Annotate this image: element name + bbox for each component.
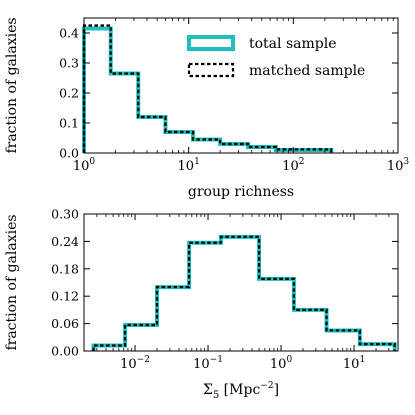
y-tick-label: 0.3 <box>59 56 79 71</box>
y-tick-label: 0.18 <box>51 261 79 276</box>
axes-frame <box>83 17 399 154</box>
y-tick-label: 0.00 <box>51 344 79 359</box>
x-axis-label: group richness <box>188 184 294 200</box>
y-tick-label: 0.06 <box>51 316 79 331</box>
x-tick-label: 101 <box>343 355 365 372</box>
legend-swatch-total <box>187 35 235 51</box>
y-tick-label: 0.24 <box>51 234 79 249</box>
x-axis-label: Σ5 [Mpc−2] <box>203 381 279 401</box>
x-tick-label: 100 <box>270 355 293 372</box>
x-tick-label: 103 <box>387 157 410 174</box>
y-tick-label: 0.1 <box>59 116 79 131</box>
x-tick-label: 101 <box>178 157 200 174</box>
series-matched-step-line <box>92 235 396 351</box>
axes-frame <box>83 213 399 352</box>
legend-label-matched: matched sample <box>249 63 365 79</box>
legend: total sample matched sample <box>187 35 365 79</box>
legend-swatch-matched <box>187 62 235 78</box>
series-matched-step-line <box>82 24 333 153</box>
series-total-step-line <box>91 234 397 351</box>
y-tick-label: 0.4 <box>59 26 79 41</box>
y-tick-label: 0.12 <box>51 289 79 304</box>
x-tick-label: 100 <box>73 157 96 174</box>
legend-label-total: total sample <box>249 36 337 52</box>
y-tick-label: 0.30 <box>51 207 79 222</box>
y-axis-label: fraction of galaxies <box>4 17 20 153</box>
y-tick-label: 0.2 <box>59 86 79 101</box>
x-tick-label: 10−2 <box>120 355 150 372</box>
x-tick-label: 102 <box>282 157 304 174</box>
x-tick-label: 10−1 <box>193 355 223 372</box>
y-tick-label: 0.0 <box>59 146 79 161</box>
panel-1: 100 101 102 103 0.0 0.1 0.2 0.3 0.4 group richnes… <box>4 17 409 200</box>
y-axis-label: fraction of galaxies <box>4 214 20 350</box>
panel-2: 10−2 10−1 100 101 0.00 0.06 0.12 0.18 0.24 0.30 Σ5… <box>4 207 399 401</box>
